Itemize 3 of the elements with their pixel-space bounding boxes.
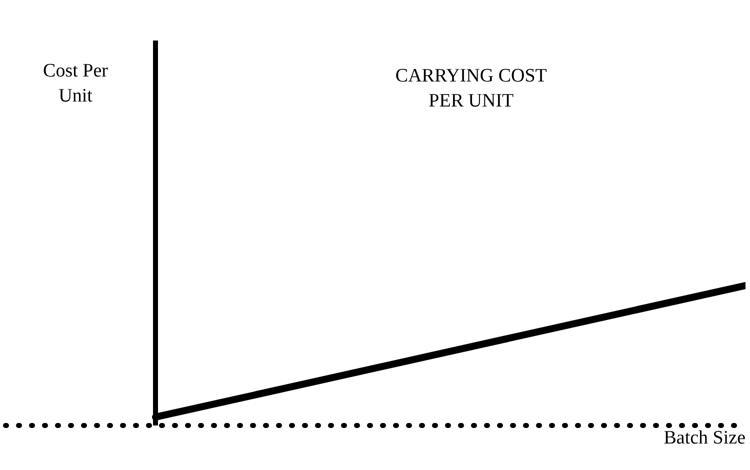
chart-title: CARRYING COST PER UNIT [395, 66, 548, 112]
x-axis-title: Batch Size [664, 428, 746, 448]
text: Cost Per Unit [43, 60, 109, 107]
